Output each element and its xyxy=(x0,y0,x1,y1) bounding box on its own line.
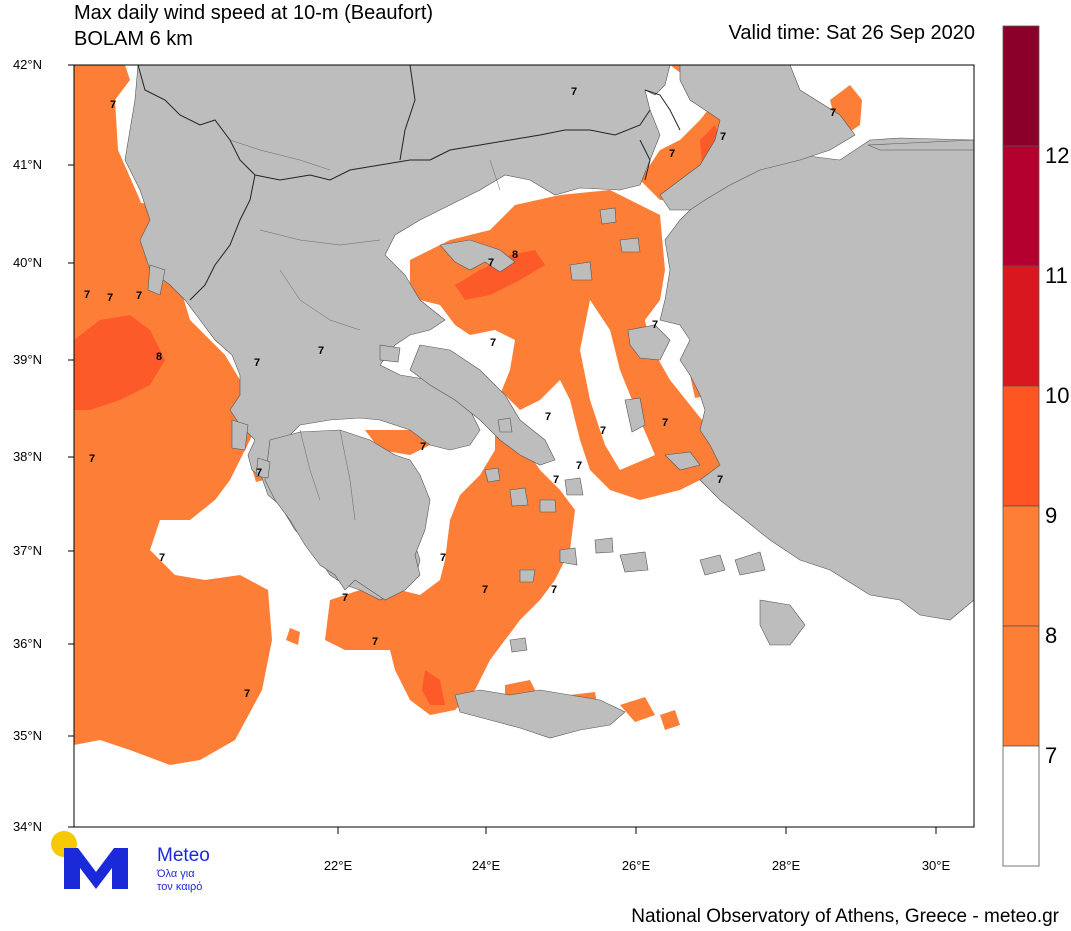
lat-label: 39°N xyxy=(12,352,42,367)
contour-label: 7 xyxy=(490,337,496,349)
colorbar-label: 8 xyxy=(1045,623,1058,648)
contour-label: 7 xyxy=(159,552,165,564)
contour-label: 7 xyxy=(254,357,260,369)
contour-label: 7 xyxy=(256,467,262,479)
logo-name: Meteo xyxy=(157,845,210,866)
contour-labels: 7 7 7 7 8 7 7 8 7 7 7 7 7 7 7 7 7 7 7 7 … xyxy=(84,86,836,700)
lon-label: 30°E xyxy=(921,858,951,873)
lat-label: 40°N xyxy=(12,255,42,270)
colorbar-label: 10 xyxy=(1045,383,1070,408)
colorbar-swatch xyxy=(1002,25,1040,147)
footer-credit: National Observatory of Athens, Greece -… xyxy=(631,906,1059,927)
contour-label: 8 xyxy=(512,249,518,261)
contour-label: 7 xyxy=(488,257,494,269)
contour-label: 7 xyxy=(342,592,348,604)
contour-label: 7 xyxy=(669,148,675,160)
contour-label: 7 xyxy=(551,584,557,596)
country-borders xyxy=(137,65,681,301)
lat-label: 41°N xyxy=(12,157,42,172)
lon-label: 26°E xyxy=(621,858,651,873)
contour-label: 7 xyxy=(110,99,116,111)
contour-label: 7 xyxy=(553,474,559,486)
contour-label: 7 xyxy=(420,441,426,453)
lon-label: 22°E xyxy=(323,858,353,873)
lat-label: 34°N xyxy=(12,819,42,834)
colorbar-swatch xyxy=(1002,145,1040,267)
lon-label: 28°E xyxy=(771,858,801,873)
contour-label: 7 xyxy=(89,453,95,465)
logo-tagline-line1: Όλα για xyxy=(157,868,195,880)
valid-time: Valid time: Sat 26 Sep 2020 xyxy=(728,22,975,44)
logo-tagline-line2: τον καιρό xyxy=(157,881,203,893)
axis-ticks xyxy=(68,64,937,834)
contour-label: 7 xyxy=(720,131,726,143)
colorbar-label: 7 xyxy=(1045,743,1058,768)
colorbar-swatch xyxy=(1002,625,1040,747)
contour-label: 7 xyxy=(717,474,723,486)
contour-label: 7 xyxy=(576,460,582,472)
regional-borders xyxy=(229,139,501,521)
lat-label: 42°N xyxy=(12,57,42,72)
contour-label: 7 xyxy=(662,417,668,429)
contour-label: 7 xyxy=(107,292,113,304)
map-subtitle: BOLAM 6 km xyxy=(74,28,193,50)
map-title: Max daily wind speed at 10-m (Beaufort) xyxy=(74,2,434,24)
lat-label: 38°N xyxy=(12,449,42,464)
lat-label: 36°N xyxy=(12,636,42,651)
contour-label: 7 xyxy=(482,584,488,596)
lat-label: 35°N xyxy=(12,728,42,743)
contour-label: 7 xyxy=(372,636,378,648)
colorbar-swatch xyxy=(1002,385,1040,507)
contour-label: 7 xyxy=(571,86,577,98)
meteo-logo xyxy=(51,831,128,889)
contour-label: 7 xyxy=(244,688,250,700)
contour-label: 7 xyxy=(318,345,324,357)
contour-label: 7 xyxy=(545,411,551,423)
colorbar xyxy=(1002,25,1040,867)
contour-label: 7 xyxy=(84,289,90,301)
colorbar-swatch xyxy=(1002,265,1040,387)
colorbar-label: 12 xyxy=(1045,143,1070,168)
colorbar-swatch xyxy=(1002,505,1040,627)
contour-label: 7 xyxy=(440,552,446,564)
contour-label: 8 xyxy=(156,351,162,363)
lon-label: 24°E xyxy=(471,858,501,873)
contour-label: 7 xyxy=(652,319,658,331)
contour-label: 7 xyxy=(600,425,606,437)
land-masses xyxy=(124,65,974,739)
contour-label: 7 xyxy=(136,290,142,302)
meteo-m-icon xyxy=(64,848,128,889)
contour-label: 7 xyxy=(830,107,836,119)
lat-label: 37°N xyxy=(12,543,42,558)
logo-tagline: Όλα για τον καιρό xyxy=(157,868,202,894)
colorbar-label: 11 xyxy=(1045,263,1068,288)
colorbar-swatch xyxy=(1002,745,1040,867)
plot-frame xyxy=(73,64,975,828)
colorbar-label: 9 xyxy=(1045,503,1058,528)
